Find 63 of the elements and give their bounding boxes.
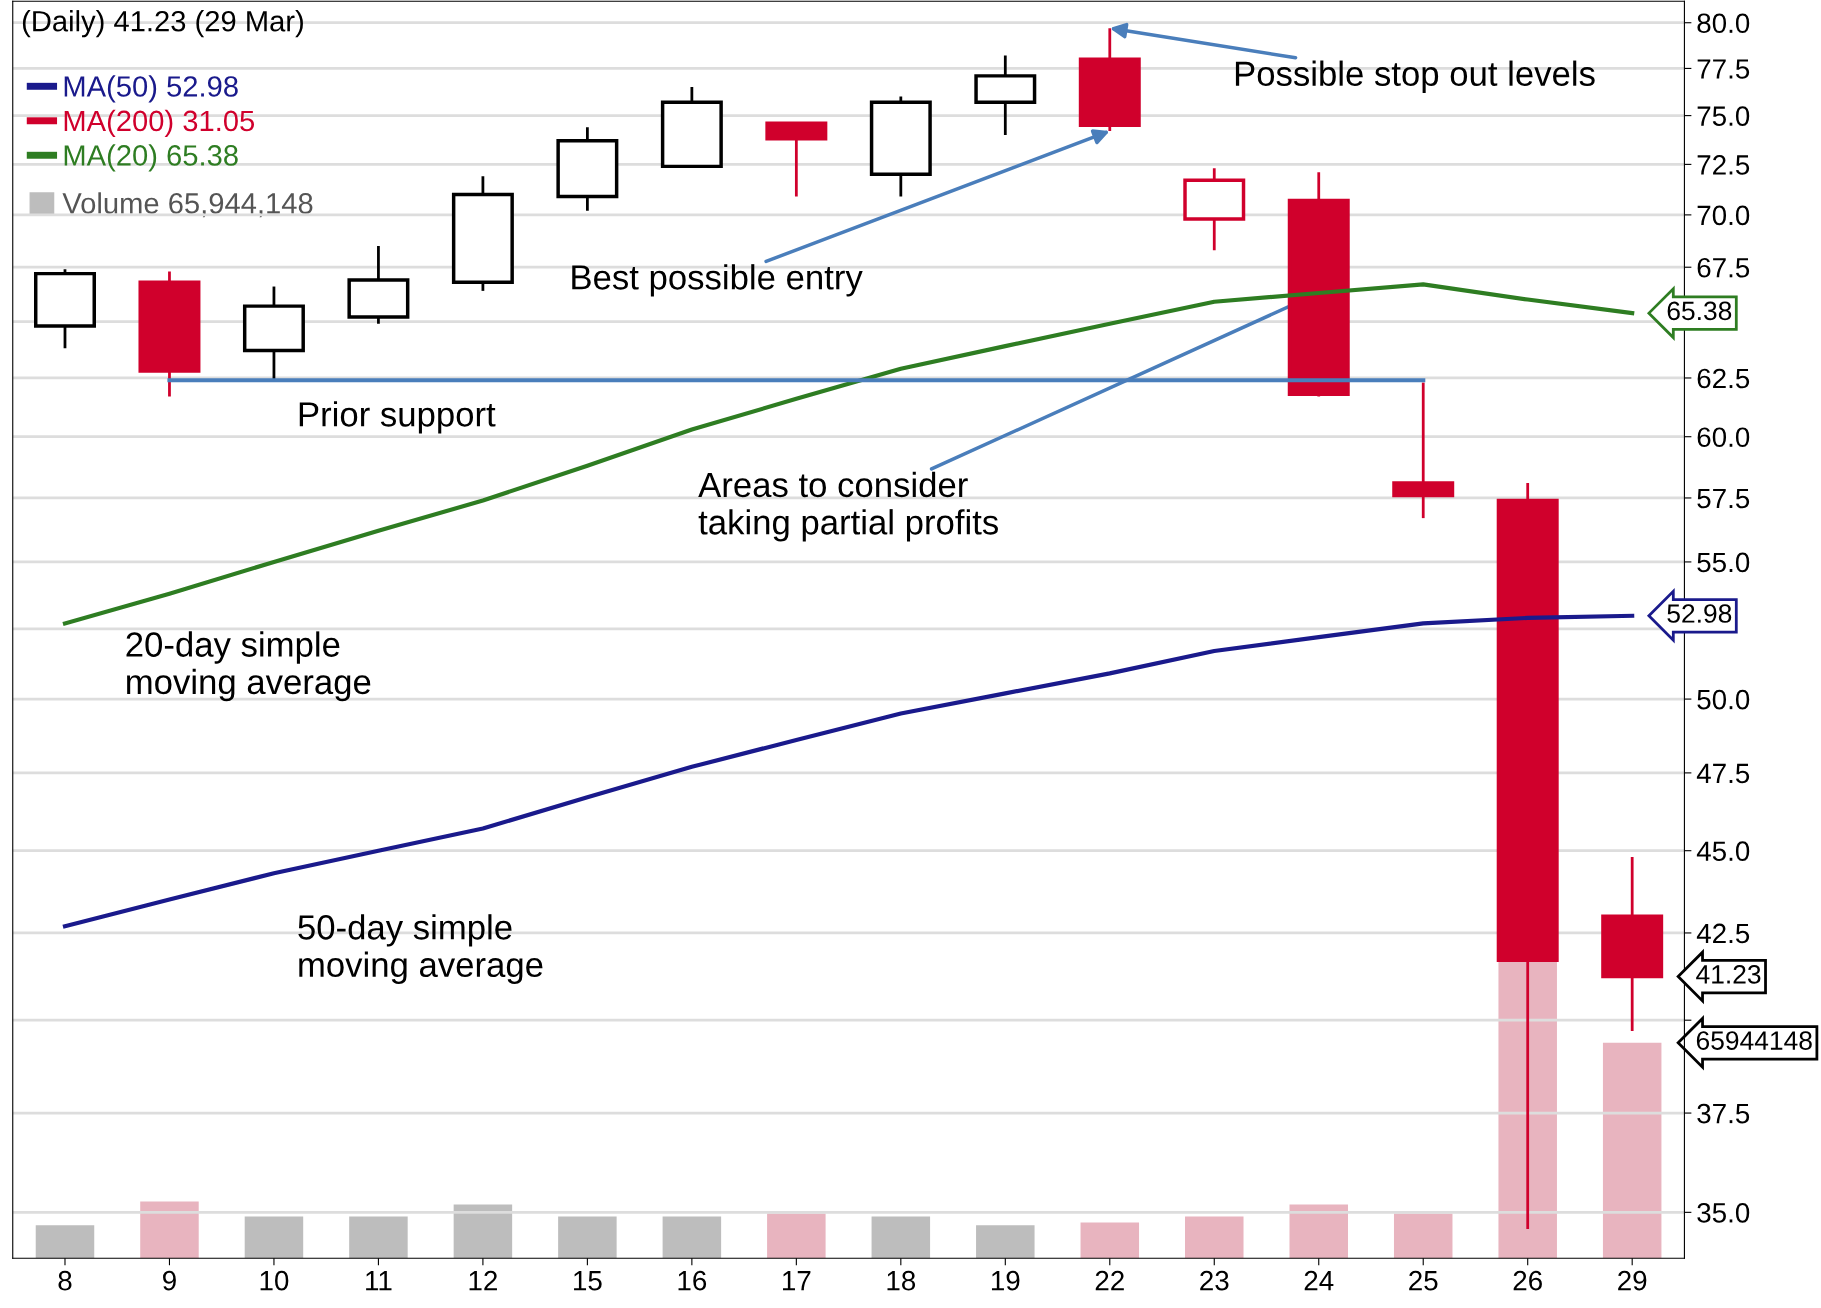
y-tick-label: 67.5 [1697,257,1750,278]
y-tick-label: 50.0 [1697,689,1750,710]
text: 41.23 [1696,965,1761,984]
bar [871,1216,931,1259]
bar [662,1216,722,1259]
x-tick-label: 25 [1409,1270,1438,1291]
y-tick-label: 75.0 [1697,106,1750,126]
annotation: Areas to consider taking partial profits [698,471,998,542]
x-tick-label: 10 [260,1270,289,1291]
y-tick-label: 47.5 [1696,763,1750,784]
y-tick-label: 77.5 [1697,59,1750,79]
data-label: 52.98 [1667,604,1732,623]
bar [767,1213,826,1259]
bar [1185,1216,1244,1259]
y-tick-label: 35.0 [1697,1203,1750,1223]
x-tick-label: 23 [1200,1270,1229,1291]
y-tick-label: 55.0 [1697,552,1750,573]
x-tick-label: 11 [366,1271,392,1291]
x-tick-label: 22 [1095,1270,1124,1291]
data-label: 65.38 [1667,301,1732,321]
x-tick-label: 12 [469,1270,497,1291]
bar [1289,1204,1348,1259]
y-tick-label: 70.0 [1697,205,1750,226]
candlestick [1392,381,1455,520]
bar [453,1204,513,1259]
x-tick-label: 18 [887,1270,916,1291]
annotation: Prior support [299,401,496,434]
bar [558,1216,617,1259]
annotation: 50-day simple moving average [298,914,543,984]
bar [349,1216,408,1259]
x-tick-label: 9 [163,1270,176,1291]
y-tick-label: 57.5 [1697,488,1750,509]
y-tick-label: 80.0 [1697,13,1750,34]
annotation: 20-day simple moving average [126,631,371,702]
bar [1393,1213,1453,1259]
x-tick-label: 26 [1513,1270,1542,1291]
y-tick-label: 60.0 [1697,427,1750,448]
annotation: Best possible entry [572,264,863,297]
y-tick-label: 45.0 [1696,841,1750,862]
x-tick-label: 24 [1304,1270,1334,1291]
chart-title: (Daily) 41.23 (29 Mar) [22,10,303,38]
legend-label: MA(20) 65.38 [64,144,238,172]
bar [976,1225,1035,1259]
x-tick-label: 19 [991,1270,1020,1291]
legend-label: MA(50) 52.98 [64,75,238,103]
legend-label: Volume 65,944,148 [62,192,313,218]
x-tick-label: 16 [678,1270,707,1291]
bar [1080,1222,1140,1259]
bar [244,1216,304,1259]
text: 65944148 [1696,1031,1812,1050]
bar [1602,1042,1662,1259]
x-tick-label: 15 [574,1271,602,1291]
annotation: Possible stop out levels [1235,60,1595,93]
x-tick-label: 8 [58,1270,72,1291]
bar [35,1225,95,1259]
bar [140,1201,199,1259]
legend-label: MA(200) 31.05 [64,109,255,138]
y-tick-label: 42.5 [1696,923,1750,944]
y-tick-label: 37.5 [1697,1103,1750,1124]
y-tick-label: 72.5 [1697,155,1750,175]
y-tick-label: 62.5 [1697,368,1750,389]
x-tick-label: 29 [1618,1270,1647,1291]
x-tick-label: 17 [783,1271,811,1291]
